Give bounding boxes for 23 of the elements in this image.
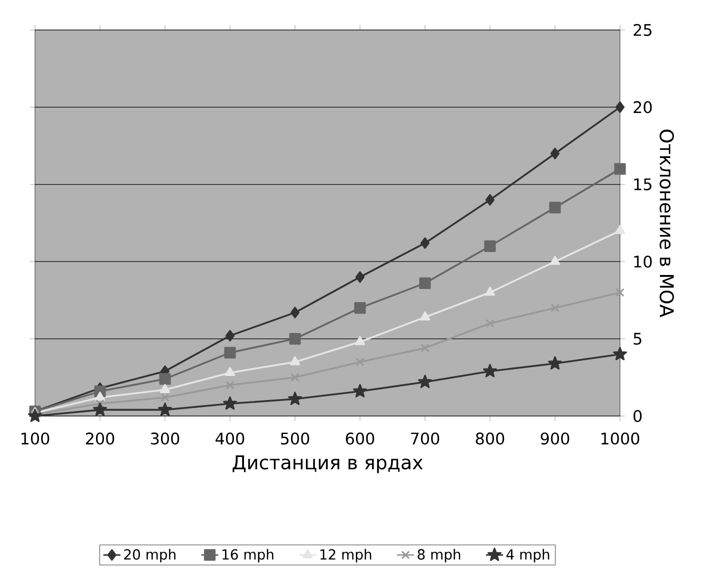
y-axis-title: Отклонение в МОА <box>660 130 674 318</box>
x-tick-label: 800 <box>476 432 504 445</box>
x-tick-label: 600 <box>346 432 374 445</box>
x-tick-label: 100 <box>22 432 50 445</box>
y-tick-label: 10 <box>634 256 652 268</box>
legend-label: 16 mph <box>222 548 274 562</box>
x-tick-label: 900 <box>540 432 570 445</box>
legend-label: 4 mph <box>506 548 550 562</box>
x-tick-label: 400 <box>216 432 244 445</box>
y-tick-label: 5 <box>634 332 642 345</box>
x-tick-label: 700 <box>411 432 440 445</box>
y-tick-label: 20 <box>634 101 652 114</box>
legend-label: 12 mph <box>320 548 372 562</box>
y-tick-label: 25 <box>634 24 652 36</box>
x-axis-title: Дистанция в ярдах <box>232 455 423 474</box>
x-tick-label: 200 <box>86 432 114 445</box>
x-tick-label: 1000 <box>601 432 640 445</box>
x-tick-label: 300 <box>151 432 180 445</box>
y-tick-label: 15 <box>634 178 652 190</box>
legend-label: 20 mph <box>124 548 176 562</box>
legend-label: 8 mph <box>418 548 460 562</box>
y-tick-label: 0 <box>634 410 642 422</box>
x-tick-label: 500 <box>281 432 310 445</box>
